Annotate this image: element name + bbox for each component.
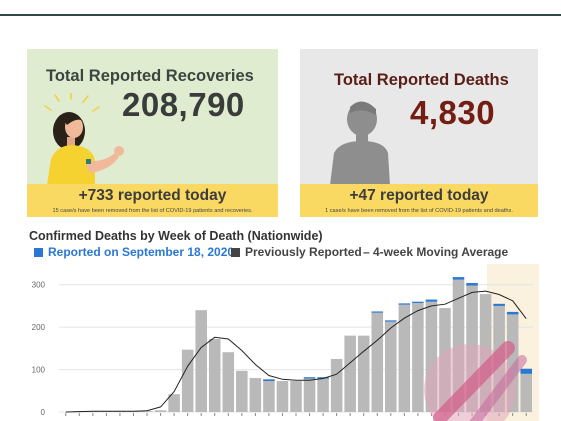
bar-new xyxy=(506,311,519,315)
bar-previous xyxy=(385,321,397,412)
deaths-today-band: +47 reported today 1 case/s have been re… xyxy=(300,184,538,217)
recoveries-value: 208,790 xyxy=(122,86,245,123)
deaths-title: Total Reported Deaths xyxy=(334,71,509,89)
bar-new xyxy=(303,377,316,379)
bar-previous xyxy=(425,301,438,412)
deaths-today: +47 reported today xyxy=(349,187,489,204)
bar-previous xyxy=(263,381,275,412)
legend-previously-reported: Previously Reported xyxy=(231,245,362,259)
bar-previous xyxy=(317,378,329,412)
bar-previous xyxy=(141,411,153,412)
recoveries-card: Total Reported Recoveries 208,790 +733 r… xyxy=(27,49,278,217)
bar-previous xyxy=(412,302,424,412)
legend-moving-average: – 4-week Moving Average xyxy=(363,245,508,259)
bar-new xyxy=(317,377,329,379)
y-tick-label: 300 xyxy=(32,281,46,290)
y-tick-label: 200 xyxy=(32,323,46,332)
top-navigation-bar xyxy=(0,0,561,16)
bar-previous xyxy=(371,312,384,412)
y-tick-label: 100 xyxy=(32,366,46,375)
chart-title: Confirmed Deaths by Week of Death (Natio… xyxy=(29,229,323,243)
bar-previous xyxy=(520,373,532,412)
bar-previous xyxy=(181,349,194,412)
deaths-value: 4,830 xyxy=(410,94,496,131)
bar-previous xyxy=(208,339,221,412)
smiling-woman-icon xyxy=(44,93,124,185)
bar-previous xyxy=(276,381,289,412)
bar-new xyxy=(263,379,275,382)
deaths-card: Total Reported Deaths 4,830 +47 reported… xyxy=(300,49,538,217)
bar-previous xyxy=(357,335,370,412)
watermark-logo xyxy=(424,341,527,421)
bar-new xyxy=(371,311,384,313)
recoveries-note: 15 case/s have been removed from the lis… xyxy=(52,208,253,214)
bar-previous xyxy=(195,310,207,412)
bar-new xyxy=(425,299,438,302)
bar-new xyxy=(520,368,532,374)
bar-new xyxy=(452,277,465,280)
bar-previous xyxy=(249,378,262,412)
bar-new xyxy=(493,303,505,306)
bar-previous xyxy=(222,352,235,412)
legend-reported-new: Reported on September 18, 2020 xyxy=(34,245,234,259)
recoveries-today: +733 reported today xyxy=(78,187,227,204)
moving-average-line xyxy=(65,290,527,413)
person-silhouette-icon xyxy=(330,101,390,185)
legend-prev-swatch xyxy=(231,247,240,257)
bar-previous xyxy=(236,370,248,412)
bar-previous xyxy=(506,314,519,412)
bar-previous xyxy=(290,381,302,412)
bar-previous xyxy=(303,378,316,412)
bar-new xyxy=(466,283,478,286)
y-tick-label: 0 xyxy=(41,408,46,417)
legend-new-swatch xyxy=(34,247,43,257)
bar-previous xyxy=(344,335,356,412)
legend-new-label: Reported on September 18, 2020 xyxy=(48,245,235,259)
bar-previous xyxy=(154,410,167,412)
bar-previous xyxy=(168,394,180,412)
bar-new xyxy=(385,320,397,322)
bar-previous xyxy=(330,358,343,412)
bar-previous xyxy=(398,304,411,412)
legend-avg-label: – 4-week Moving Average xyxy=(363,245,509,259)
bar-new xyxy=(398,303,411,305)
deaths-note: 1 case/s have been removed from the list… xyxy=(325,208,513,214)
recoveries-today-band: +733 reported today 15 case/s have been … xyxy=(27,184,278,217)
recoveries-title: Total Reported Recoveries xyxy=(46,67,254,85)
bar-new xyxy=(412,301,424,303)
legend-prev-label: Previously Reported xyxy=(245,245,362,259)
